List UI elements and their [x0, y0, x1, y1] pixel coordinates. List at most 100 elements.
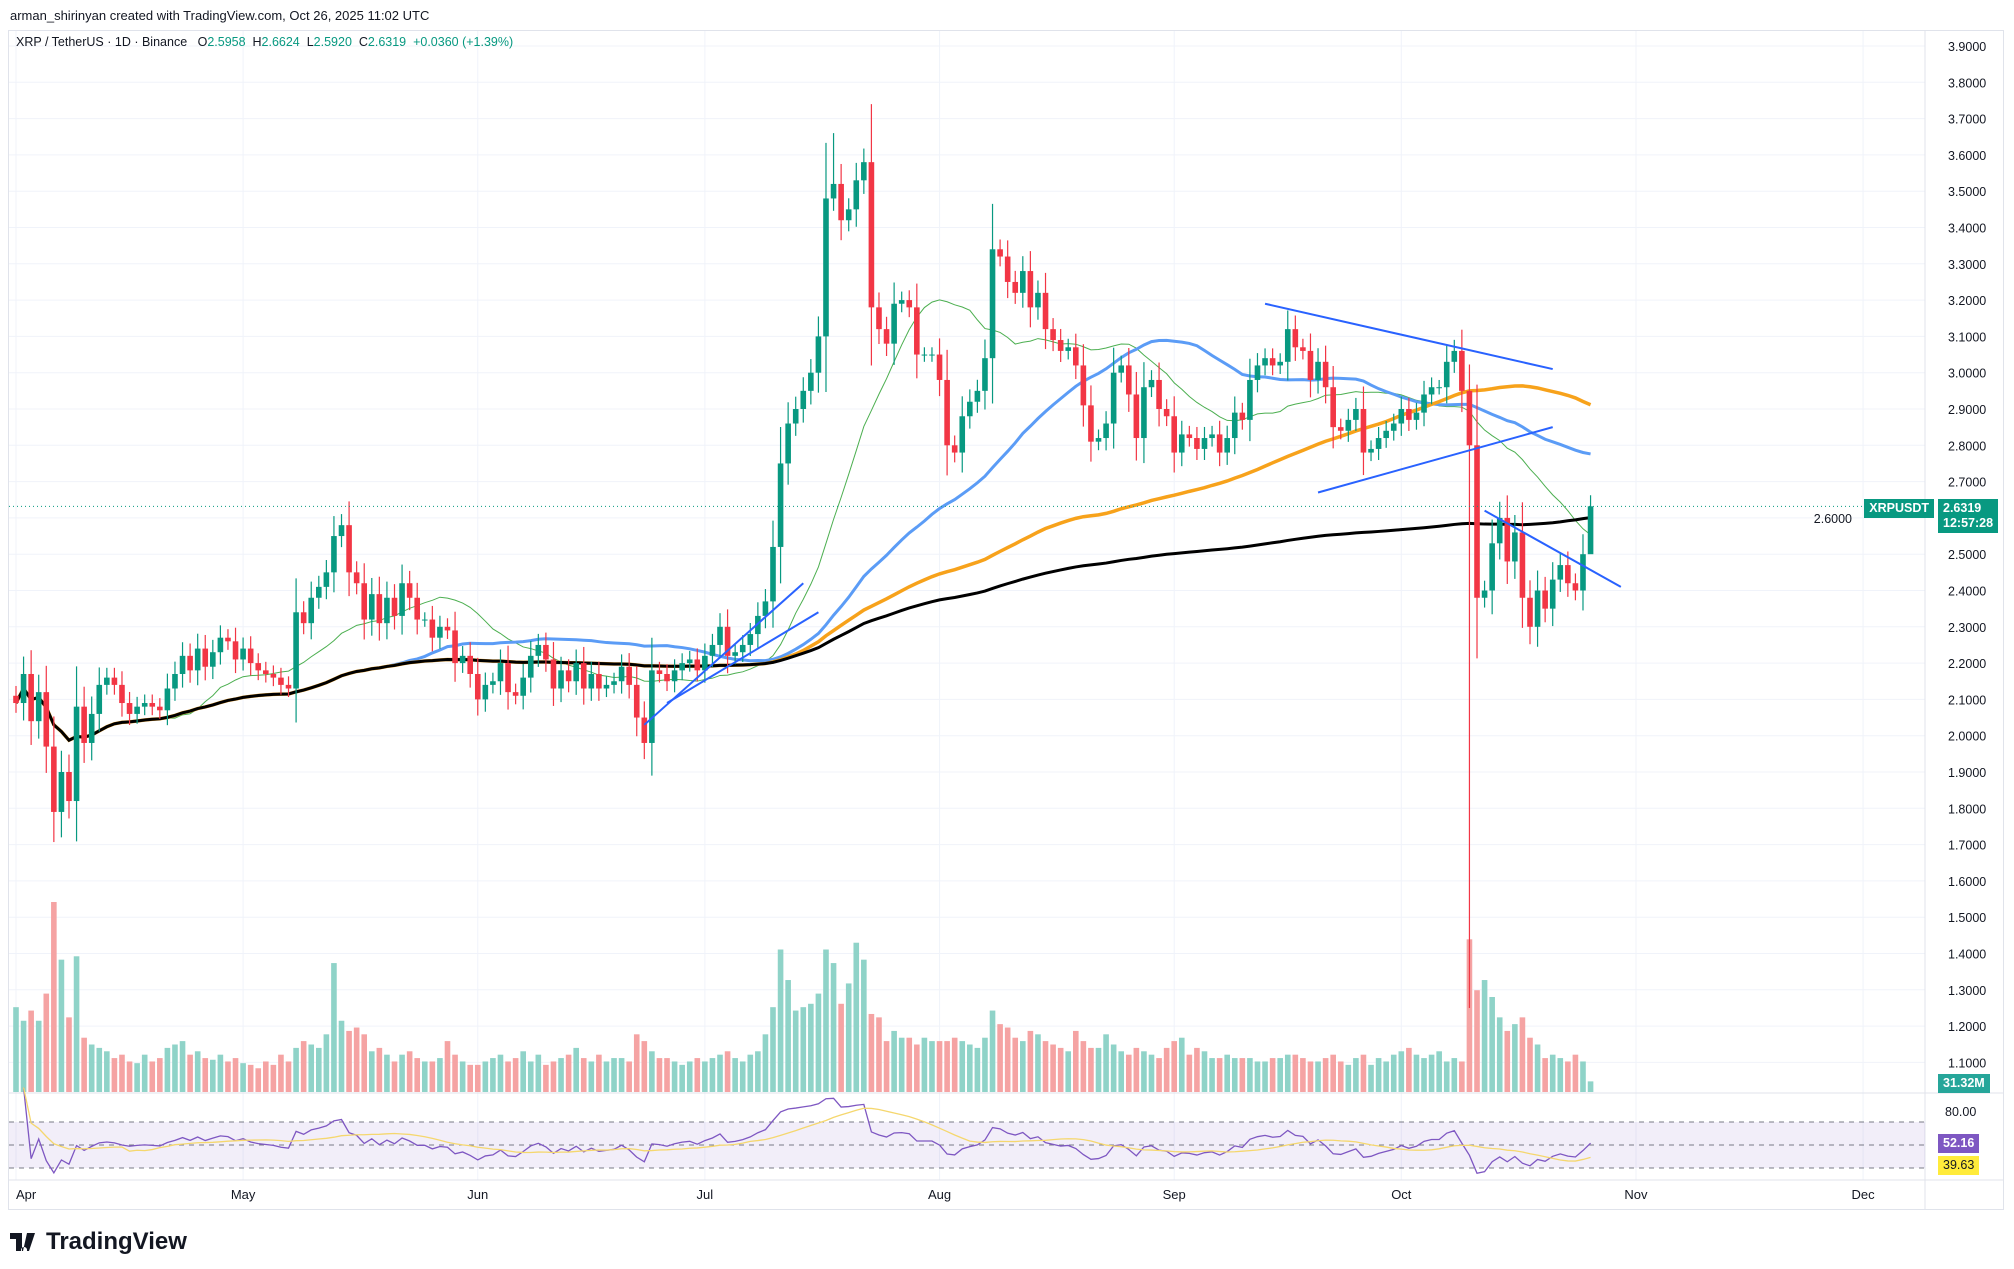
- volume-bar: [247, 1064, 254, 1092]
- close-label: C: [358, 35, 368, 49]
- candle-body: [20, 673, 27, 704]
- volume-bar: [1042, 1041, 1049, 1092]
- volume-bar: [1216, 1058, 1223, 1092]
- candle-body: [278, 677, 284, 685]
- volume-bar: [1284, 1054, 1291, 1092]
- candle-body: [1466, 390, 1473, 446]
- volume-bar: [490, 1058, 496, 1092]
- volume-bar: [1572, 1054, 1579, 1092]
- candle-body: [845, 209, 852, 221]
- volume-bar: [1133, 1047, 1140, 1092]
- candle-body: [255, 663, 262, 671]
- candle-body: [891, 303, 897, 344]
- candle-body: [1201, 438, 1208, 449]
- volume-bar: [96, 1047, 103, 1092]
- volume-bar: [543, 1064, 549, 1092]
- y-tick-label: 3.7000: [1948, 113, 1986, 127]
- candle-body: [520, 677, 526, 696]
- candle-body: [1307, 350, 1314, 380]
- candle-body: [951, 445, 958, 453]
- volume-bar: [293, 1047, 299, 1092]
- volume-bar: [331, 963, 337, 1092]
- candle-body: [104, 677, 110, 685]
- candle-body: [1194, 438, 1200, 449]
- volume-bar: [263, 1061, 269, 1092]
- volume-bar: [255, 1068, 262, 1092]
- candle-body: [777, 463, 784, 547]
- candle-body: [1360, 409, 1367, 453]
- volume-bar: [558, 1058, 564, 1092]
- candle-body: [603, 684, 610, 689]
- volume-bar: [1035, 1034, 1041, 1092]
- candle-body: [1368, 448, 1374, 453]
- candle-body: [989, 249, 996, 359]
- volume-bar: [111, 1058, 118, 1092]
- volume-bar: [1080, 1041, 1087, 1092]
- candle-body: [1178, 434, 1185, 453]
- candle-body: [679, 663, 685, 671]
- volume-bar: [361, 1034, 368, 1092]
- x-tick-label: Jun: [467, 1187, 488, 1202]
- volume-bar: [1534, 1044, 1541, 1092]
- volume-bar: [1103, 1034, 1109, 1092]
- candle-body: [785, 423, 791, 464]
- candle-body: [368, 594, 375, 620]
- candle-body: [1216, 434, 1223, 453]
- symbol-title[interactable]: XRP / TetherUS · 1D · Binance: [16, 35, 188, 49]
- volume-bar: [126, 1061, 133, 1092]
- volume-bar: [732, 1058, 738, 1092]
- rsi-level-80: 80.00: [1945, 1105, 1977, 1119]
- y-tick-label: 1.2000: [1948, 1020, 1986, 1034]
- candle-body: [588, 673, 595, 689]
- candle-body: [633, 684, 640, 718]
- volume-bar: [1375, 1058, 1382, 1092]
- volume-bar: [951, 1037, 958, 1092]
- candle-body: [747, 634, 754, 645]
- candle-body: [1088, 405, 1094, 442]
- candle-body: [316, 586, 322, 598]
- candle-body: [51, 746, 57, 812]
- candle-body: [58, 772, 65, 812]
- volume-bar: [210, 1059, 216, 1092]
- candle-body: [739, 644, 746, 653]
- volume-bar: [444, 1041, 451, 1092]
- volume-bar: [936, 1041, 943, 1092]
- y-tick-label: 1.3000: [1948, 984, 1986, 998]
- candle-body: [225, 637, 231, 642]
- volume-bar: [997, 1024, 1003, 1092]
- rsi-ma-tag: 39.63: [1938, 1156, 1980, 1175]
- candle-body: [641, 717, 648, 743]
- candle-body: [944, 379, 950, 446]
- candle-body: [81, 706, 87, 743]
- volume-bar: [421, 1061, 428, 1092]
- candle-body: [1171, 416, 1178, 453]
- candle-body: [164, 688, 171, 711]
- volume-bar: [1390, 1054, 1397, 1092]
- volume-bar: [1474, 990, 1480, 1092]
- candle-body: [391, 597, 398, 616]
- volume-bar: [1451, 1058, 1458, 1092]
- volume-bar: [467, 1064, 473, 1092]
- candle-body: [974, 390, 981, 402]
- candle-body: [550, 659, 557, 689]
- candle-body: [838, 183, 844, 221]
- candle-body: [626, 666, 632, 685]
- volume-bar: [73, 956, 80, 1092]
- candle-body: [1436, 387, 1442, 389]
- tradingview-logo[interactable]: TradingView: [10, 1228, 187, 1256]
- candle-body: [179, 655, 186, 674]
- candle-body: [1300, 347, 1306, 351]
- candle-body: [467, 655, 473, 674]
- y-tick-label: 3.8000: [1948, 76, 1986, 90]
- candle-body: [1580, 554, 1586, 591]
- volume-bar: [1481, 980, 1488, 1092]
- volume-bar: [656, 1058, 663, 1092]
- volume-bar: [194, 1051, 201, 1092]
- volume-bar: [1436, 1051, 1442, 1092]
- volume-bar: [179, 1041, 186, 1092]
- volume-bar: [240, 1063, 246, 1092]
- y-tick-label: 2.1000: [1948, 693, 1986, 707]
- y-tick-label: 3.0000: [1948, 367, 1986, 381]
- volume-bar: [172, 1044, 178, 1092]
